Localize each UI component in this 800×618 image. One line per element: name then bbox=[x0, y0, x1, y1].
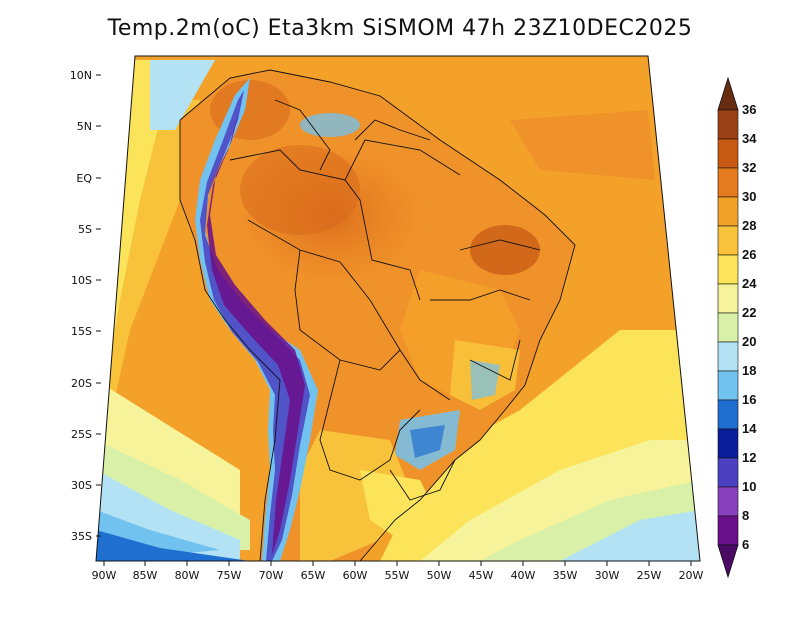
longitude-axis: 90W 85W 80W 75W 70W 65W 60W 55W 50W 45W … bbox=[92, 569, 704, 582]
lon-label: 50W bbox=[427, 569, 452, 582]
colorbar-swatch bbox=[717, 428, 739, 459]
colorbar-label: 14 bbox=[742, 421, 757, 436]
colorbar-label: 24 bbox=[742, 276, 757, 291]
colorbar-label: 20 bbox=[742, 334, 756, 349]
colorbar-label: 22 bbox=[742, 305, 756, 320]
colorbar-label: 18 bbox=[742, 363, 756, 378]
lat-label: 10S bbox=[71, 274, 92, 287]
colorbar-swatch bbox=[717, 312, 739, 343]
colorbar-swatch bbox=[717, 399, 739, 430]
lon-label: 85W bbox=[133, 569, 158, 582]
colorbar-swatch bbox=[717, 109, 739, 140]
lon-label: 80W bbox=[175, 569, 200, 582]
lon-label: 30W bbox=[595, 569, 620, 582]
temperature-field bbox=[96, 56, 700, 561]
lat-label: 30S bbox=[71, 479, 92, 492]
lat-label: 20S bbox=[71, 377, 92, 390]
colorbar-swatch bbox=[717, 283, 739, 314]
lat-label: 15S bbox=[71, 325, 92, 338]
colorbar-swatch bbox=[717, 370, 739, 401]
lon-label: 40W bbox=[511, 569, 536, 582]
lat-label: 5N bbox=[77, 120, 92, 133]
map-title: Temp.2m(oC) Eta3km SiSMOM 47h 23Z10DEC20… bbox=[107, 16, 693, 41]
latitude-axis: 10N 5N EQ 5S 10S 15S 20S 25S 30S 35S bbox=[70, 69, 93, 543]
colorbar-swatch bbox=[717, 486, 739, 517]
colorbar-label: 16 bbox=[742, 392, 756, 407]
colorbar-swatch bbox=[717, 167, 739, 198]
colorbar-label: 12 bbox=[742, 450, 756, 465]
colorbar-swatch bbox=[717, 138, 739, 169]
colorbar-swatch bbox=[717, 457, 739, 488]
colorbar-swatch bbox=[717, 341, 739, 372]
lon-label: 75W bbox=[217, 569, 242, 582]
colorbar-label: 36 bbox=[742, 102, 756, 117]
lon-label: 25W bbox=[637, 569, 662, 582]
colorbar: 36 34 32 30 28 26 24 22 20 18 16 14 12 1… bbox=[717, 76, 757, 579]
axis-ticks bbox=[96, 74, 101, 537]
lat-label: 25S bbox=[71, 428, 92, 441]
country-borders bbox=[179, 69, 576, 561]
colorbar-label: 8 bbox=[742, 508, 749, 523]
lon-label: 65W bbox=[301, 569, 326, 582]
colorbar-swatch bbox=[717, 254, 739, 285]
lon-label: 55W bbox=[385, 569, 410, 582]
lat-label: 10N bbox=[70, 69, 92, 82]
lon-label: 70W bbox=[259, 569, 284, 582]
lat-label: 5S bbox=[78, 223, 92, 236]
lat-label: EQ bbox=[76, 172, 92, 185]
lon-label: 90W bbox=[92, 569, 117, 582]
lat-label: 35S bbox=[71, 530, 92, 543]
lon-label: 60W bbox=[343, 569, 368, 582]
lon-label: 35W bbox=[553, 569, 578, 582]
colorbar-label: 30 bbox=[742, 189, 756, 204]
colorbar-label: 26 bbox=[742, 247, 756, 262]
colorbar-label: 32 bbox=[742, 160, 756, 175]
colorbar-top-arrow bbox=[717, 76, 739, 111]
colorbar-swatch bbox=[717, 196, 739, 227]
lon-label: 45W bbox=[469, 569, 494, 582]
colorbar-label: 34 bbox=[742, 131, 757, 146]
colorbar-swatch bbox=[717, 225, 739, 256]
colorbar-label: 28 bbox=[742, 218, 756, 233]
lon-label: 20W bbox=[679, 569, 704, 582]
colorbar-label: 6 bbox=[742, 537, 749, 552]
colorbar-bottom-arrow bbox=[717, 544, 739, 579]
colorbar-swatch bbox=[717, 515, 739, 546]
colorbar-label: 10 bbox=[742, 479, 756, 494]
